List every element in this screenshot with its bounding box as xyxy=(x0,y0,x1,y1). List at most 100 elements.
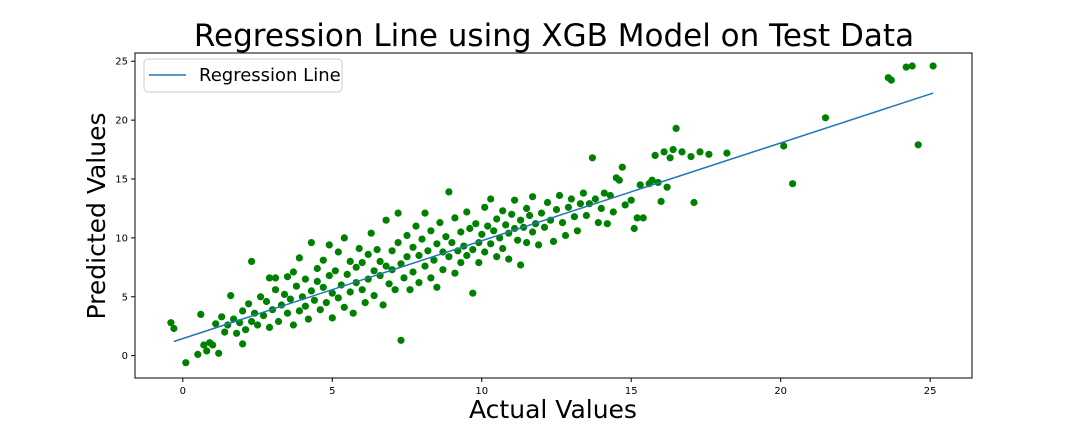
data-point xyxy=(322,299,330,307)
data-point xyxy=(319,283,327,291)
data-point xyxy=(218,313,226,321)
data-point xyxy=(370,292,378,300)
legend-box xyxy=(143,58,343,93)
data-point xyxy=(427,274,435,282)
data-point xyxy=(463,251,471,260)
data-point xyxy=(609,208,617,216)
data-point xyxy=(621,201,629,209)
data-point xyxy=(182,359,190,367)
data-point xyxy=(364,250,372,258)
data-point xyxy=(257,293,265,301)
data-point xyxy=(313,264,321,273)
data-point xyxy=(283,309,292,317)
data-point xyxy=(493,215,501,223)
data-point xyxy=(421,209,429,217)
data-point xyxy=(472,220,480,228)
data-point xyxy=(280,290,289,298)
data-point xyxy=(663,183,671,191)
data-point xyxy=(239,340,247,348)
data-point xyxy=(334,294,342,302)
data-point xyxy=(567,195,576,203)
data-point xyxy=(194,350,202,358)
data-point xyxy=(212,320,220,328)
data-point xyxy=(295,307,303,315)
data-point xyxy=(529,228,537,236)
x-tick-label: 15 xyxy=(625,386,638,397)
data-point xyxy=(633,214,641,222)
data-point xyxy=(469,246,477,254)
data-point xyxy=(555,191,564,200)
data-point xyxy=(636,181,644,189)
data-point xyxy=(415,251,423,260)
data-point xyxy=(490,227,498,235)
data-point xyxy=(170,324,178,333)
x-tick-label: 10 xyxy=(475,386,488,397)
data-point xyxy=(669,146,677,154)
data-point xyxy=(780,142,788,150)
data-point xyxy=(331,267,339,275)
data-point xyxy=(271,274,280,282)
data-point xyxy=(409,243,417,251)
data-point xyxy=(403,231,411,240)
data-point xyxy=(696,148,704,156)
x-tick-label: 20 xyxy=(774,386,787,397)
data-point xyxy=(448,239,456,247)
data-point xyxy=(200,341,208,349)
data-point xyxy=(529,193,537,201)
data-point xyxy=(929,62,937,70)
data-point xyxy=(666,154,674,162)
data-point xyxy=(789,180,797,188)
data-point xyxy=(352,263,360,271)
data-point xyxy=(221,328,229,336)
data-point xyxy=(478,230,486,238)
y-tick-label: 5 xyxy=(122,292,128,303)
data-point xyxy=(334,248,342,256)
data-point xyxy=(481,203,489,211)
data-point xyxy=(307,239,315,247)
data-point xyxy=(615,176,623,184)
data-point xyxy=(274,317,283,326)
data-point xyxy=(373,246,381,254)
data-point xyxy=(215,349,223,357)
data-point xyxy=(579,189,588,197)
y-axis-label: Predicted Values xyxy=(82,113,111,320)
data-point xyxy=(325,241,333,249)
data-point xyxy=(576,200,585,208)
data-point xyxy=(316,306,324,314)
data-point xyxy=(245,300,253,308)
data-point xyxy=(409,268,417,276)
plot-area xyxy=(134,52,973,379)
data-point xyxy=(406,286,414,294)
data-point xyxy=(630,224,638,233)
data-point xyxy=(672,124,680,132)
data-point xyxy=(439,266,447,274)
data-point xyxy=(421,262,429,270)
regression-line xyxy=(173,92,934,343)
data-point xyxy=(639,214,647,222)
data-point xyxy=(514,236,522,244)
data-point xyxy=(570,213,579,221)
data-point xyxy=(651,151,659,159)
data-point xyxy=(382,262,390,270)
data-point xyxy=(705,150,713,158)
data-point xyxy=(349,309,357,317)
data-point xyxy=(484,222,492,230)
data-point xyxy=(295,254,303,262)
data-point xyxy=(271,286,280,294)
data-point xyxy=(523,239,531,247)
data-point xyxy=(487,240,495,248)
data-point xyxy=(286,295,294,303)
data-point xyxy=(242,326,250,334)
data-point xyxy=(248,317,256,326)
data-point xyxy=(552,206,561,214)
chart-title: Regression Line using XGB Model on Test … xyxy=(194,18,914,54)
data-point xyxy=(259,312,268,320)
data-point xyxy=(394,239,402,247)
x-tick-label: 0 xyxy=(180,386,186,397)
data-point xyxy=(328,314,336,322)
data-point xyxy=(535,241,543,249)
data-point xyxy=(660,148,668,156)
data-point xyxy=(283,273,292,281)
data-point xyxy=(543,198,552,207)
